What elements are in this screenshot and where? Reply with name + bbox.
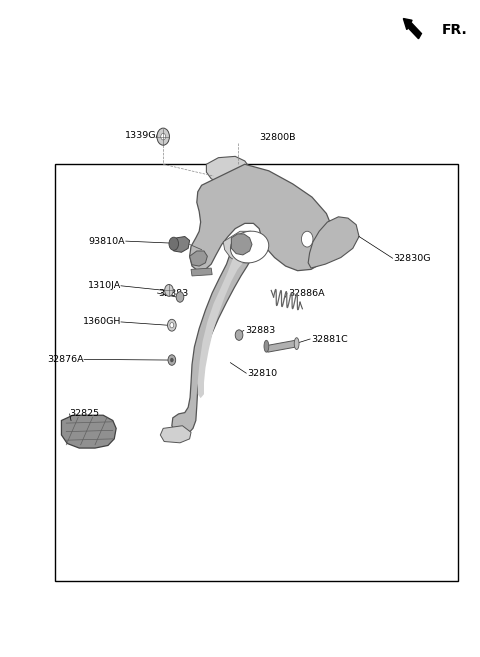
Circle shape: [235, 330, 243, 340]
Polygon shape: [308, 217, 359, 268]
Ellipse shape: [264, 340, 269, 352]
Bar: [55, 164, 458, 581]
Circle shape: [157, 128, 169, 145]
Text: FR.: FR.: [442, 22, 468, 37]
Polygon shape: [190, 251, 207, 266]
Polygon shape: [191, 268, 212, 276]
Text: 32883: 32883: [158, 288, 189, 298]
Text: 32810: 32810: [247, 369, 277, 378]
Polygon shape: [172, 237, 253, 435]
Circle shape: [161, 133, 166, 140]
Circle shape: [176, 292, 184, 302]
Circle shape: [170, 323, 174, 328]
Ellipse shape: [294, 338, 299, 350]
Text: 32825: 32825: [70, 409, 100, 419]
Polygon shape: [61, 415, 116, 448]
Circle shape: [168, 355, 176, 365]
Text: 32800B: 32800B: [259, 133, 296, 143]
Text: 1360GH: 1360GH: [83, 317, 121, 327]
Text: 32883: 32883: [245, 326, 275, 335]
Ellipse shape: [230, 231, 269, 263]
Polygon shape: [198, 239, 249, 398]
Circle shape: [301, 231, 313, 247]
Polygon shape: [206, 156, 250, 185]
Polygon shape: [266, 340, 297, 352]
Polygon shape: [231, 234, 252, 255]
Polygon shape: [223, 231, 260, 263]
Text: 32830G: 32830G: [394, 254, 431, 263]
Text: 93810A: 93810A: [88, 237, 125, 246]
Text: 1310JA: 1310JA: [88, 281, 121, 290]
Circle shape: [168, 319, 176, 331]
Polygon shape: [170, 237, 190, 252]
Circle shape: [165, 284, 173, 296]
Text: 32886A: 32886A: [288, 289, 324, 298]
Circle shape: [170, 358, 173, 362]
Text: 32881C: 32881C: [311, 334, 348, 344]
Text: 32876A: 32876A: [48, 355, 84, 364]
Polygon shape: [160, 426, 191, 443]
Text: 1339GA: 1339GA: [125, 131, 163, 141]
Polygon shape: [190, 164, 334, 271]
FancyArrow shape: [403, 18, 421, 39]
Circle shape: [169, 237, 179, 250]
